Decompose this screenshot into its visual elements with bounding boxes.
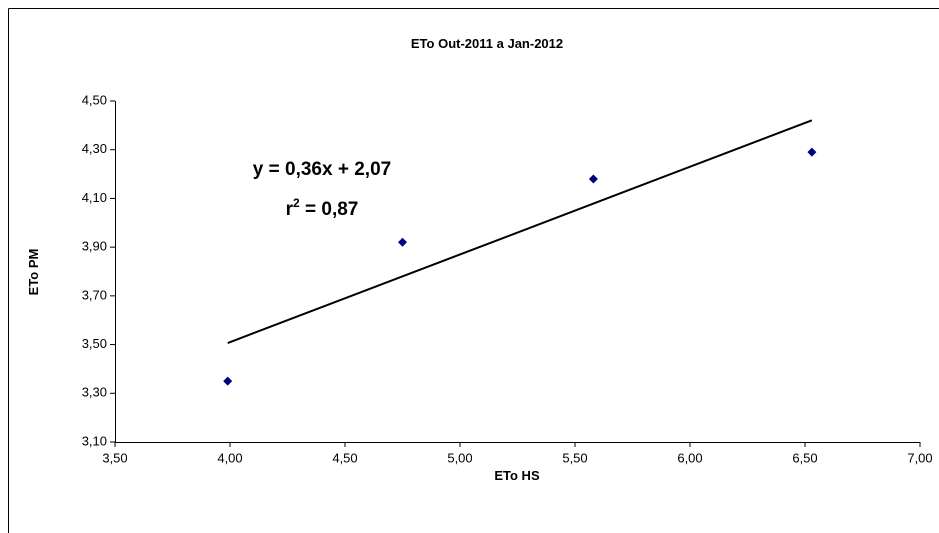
x-tick-label: 7,00 [907,450,932,465]
chart-title: ETo Out-2011 a Jan-2012 [411,36,563,51]
point [588,174,598,184]
x-tick-label: 6,50 [792,450,817,465]
y-tick-label: 3,30 [82,385,107,400]
x-axis-title: ETo HS [494,468,540,483]
y-tick-label: 4,50 [82,92,107,107]
x-tick-label: 4,00 [217,450,242,465]
point [807,147,817,157]
y-tick-label: 3,10 [82,433,107,448]
r2-exponent: 2 [293,196,300,210]
plot-area: 3,50 4,00 4,50 5,00 5,50 6,00 6,50 7,00 3,10 3,30… [82,92,933,465]
x-tick-label: 5,50 [562,450,587,465]
x-tick-label: 4,50 [332,450,357,465]
y-axis-title: ETo PM [26,249,41,296]
trendline [227,119,813,344]
point [398,237,407,247]
x-tick-label: 5,00 [447,450,472,465]
x-tick-label: 6,00 [677,450,702,465]
r2-text: = 0,87 [300,199,359,220]
point [223,376,233,386]
r2-base: r [286,199,294,220]
r-squared-label: r2 = 0,87 [286,196,359,220]
y-tick-label: 3,70 [82,287,107,302]
x-tick-label: 3,50 [102,450,127,465]
y-tick-label: 4,10 [82,190,107,205]
trendline-equation: y = 0,36x + 2,07 [253,159,391,180]
y-tick-label: 3,50 [82,336,107,351]
y-tick-label: 4,30 [82,141,107,156]
y-tick-label: 3,90 [82,239,107,254]
